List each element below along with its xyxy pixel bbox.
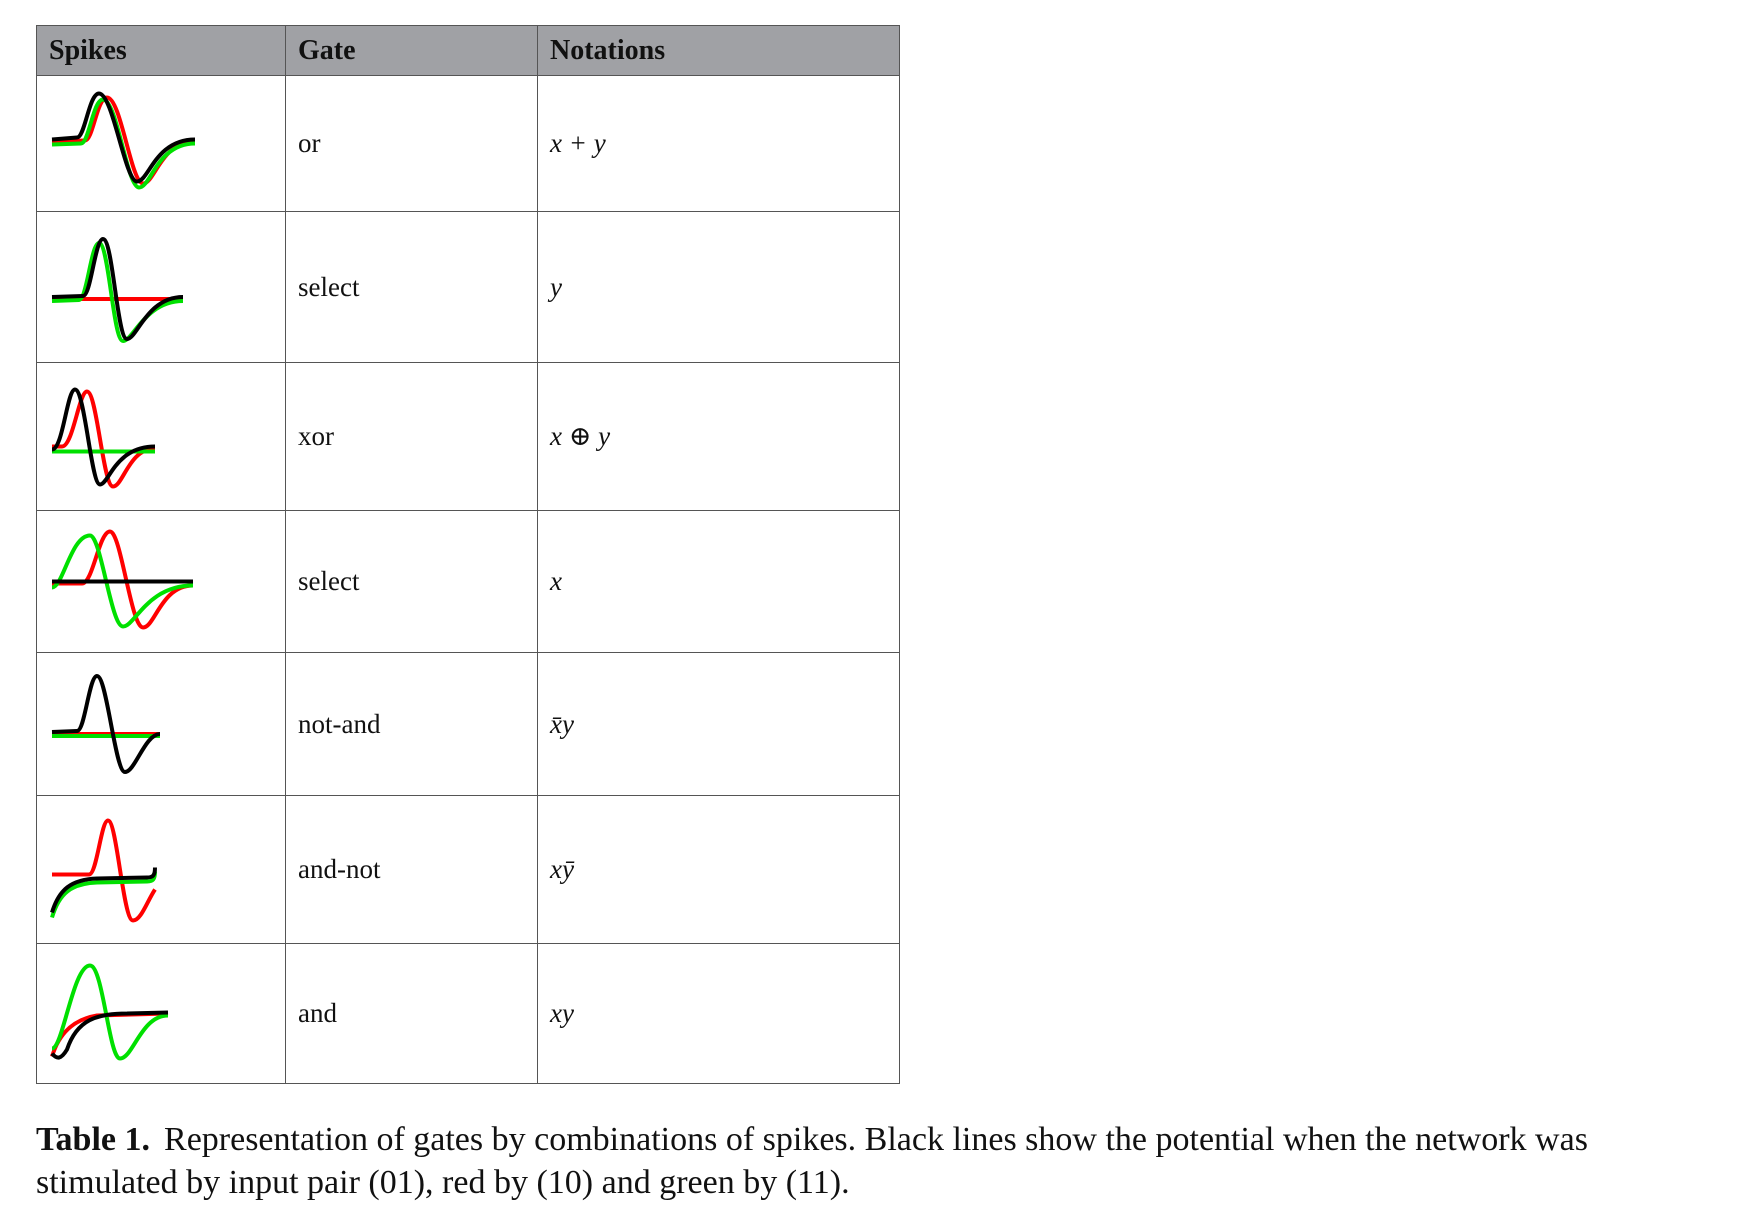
input-01-trace — [51, 91, 196, 183]
input-01-trace — [50, 866, 157, 913]
gate-cell: select — [285, 211, 538, 363]
spikes-cell — [36, 362, 286, 511]
spike-traces — [51, 673, 161, 774]
input-11-trace — [51, 533, 194, 628]
input-10-trace — [51, 95, 196, 185]
caption-text: Representation of gates by combinations … — [36, 1121, 1588, 1201]
notation-cell: xȳ — [537, 795, 900, 944]
notation-cell: y — [537, 211, 900, 363]
spikes-cell — [36, 943, 286, 1084]
spike-traces — [51, 236, 184, 343]
input-11-trace — [50, 963, 169, 1060]
table-header-row: Spikes Gate Notations — [36, 25, 900, 76]
notation-cell: x — [537, 510, 900, 653]
spike-traces — [50, 387, 156, 488]
gate-cell: and — [285, 943, 538, 1084]
gate-cell: select — [285, 510, 538, 653]
input-01-trace — [50, 387, 156, 486]
spikes-cell — [36, 75, 286, 212]
table-caption: Table 1. Representation of gates by combi… — [36, 1118, 1726, 1204]
caption-label: Table 1. — [36, 1121, 151, 1158]
gate-cell: xor — [285, 362, 538, 511]
gates-table: Spikes Gate Notations or x + y select y … — [36, 25, 900, 1084]
spikes-cell — [36, 795, 286, 944]
notation-cell: x̄y — [537, 652, 900, 796]
table-row: select x — [36, 510, 900, 653]
header-notations: Notations — [537, 25, 900, 76]
spike-traces — [51, 91, 196, 189]
spikes-cell — [36, 652, 286, 796]
gate-cell: and-not — [285, 795, 538, 944]
spikes-cell — [36, 510, 286, 653]
table-row: select y — [36, 211, 900, 363]
table-row: and xy — [36, 943, 900, 1084]
spike-traces — [50, 963, 169, 1060]
spike-traces — [51, 529, 194, 629]
table-row: not-and x̄y — [36, 652, 900, 796]
spikes-cell — [36, 211, 286, 363]
header-gate: Gate — [285, 25, 538, 76]
gate-cell: not-and — [285, 652, 538, 796]
input-11-trace — [51, 240, 184, 343]
input-01-trace — [51, 673, 161, 774]
table-row: and-not xȳ — [36, 795, 900, 944]
notation-cell: x + y — [537, 75, 900, 212]
input-10-trace — [52, 389, 156, 488]
input-01-trace — [50, 1010, 169, 1060]
header-spikes: Spikes — [36, 25, 286, 76]
input-11-trace — [50, 870, 157, 918]
input-10-trace — [52, 818, 157, 922]
table-row: xor x ⊕ y — [36, 362, 900, 511]
spike-traces — [50, 818, 157, 922]
input-01-trace — [51, 236, 184, 341]
notation-cell: x ⊕ y — [537, 362, 900, 511]
gate-cell: or — [285, 75, 538, 212]
table-row: or x + y — [36, 75, 900, 212]
notation-cell: xy — [537, 943, 900, 1084]
